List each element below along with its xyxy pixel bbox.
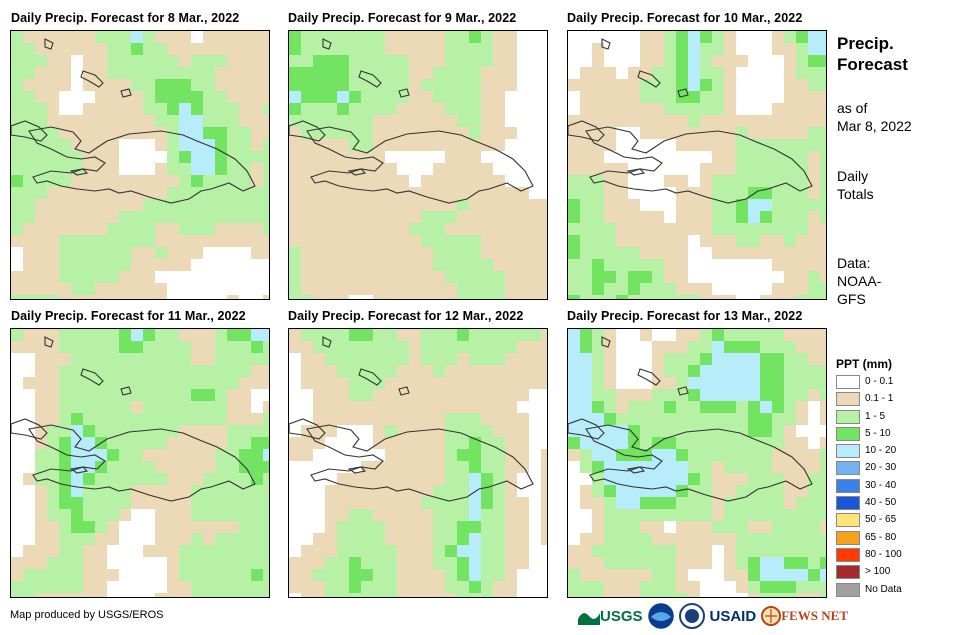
island-outline bbox=[601, 336, 611, 348]
legend-label: 5 - 10 bbox=[865, 427, 891, 439]
panel-title-6: Daily Precip. Forecast for 13 Mar., 2022 bbox=[567, 309, 803, 323]
island-outline bbox=[637, 368, 661, 386]
forecast-map-2 bbox=[288, 30, 548, 300]
dos-seal-icon bbox=[678, 603, 705, 629]
usgs-wave-icon bbox=[578, 613, 600, 625]
island-outline bbox=[358, 70, 382, 88]
island-outline bbox=[626, 466, 646, 474]
legend-swatch bbox=[836, 426, 860, 441]
island-outline bbox=[80, 70, 104, 88]
forecast-map-4 bbox=[10, 328, 270, 598]
precip-raster bbox=[568, 31, 826, 299]
legend-label: 0 - 0.1 bbox=[865, 376, 894, 387]
precip-raster bbox=[11, 31, 269, 299]
legend-swatch bbox=[836, 461, 860, 476]
usgs-logo: USGS bbox=[578, 607, 643, 625]
legend-swatch bbox=[836, 496, 860, 511]
legend-label: 1 - 5 bbox=[865, 410, 886, 422]
island-outline bbox=[80, 368, 104, 386]
legend-swatch bbox=[836, 582, 860, 597]
daily-totals-label: Daily Totals bbox=[837, 168, 874, 202]
panel-title-5: Daily Precip. Forecast for 12 Mar., 2022 bbox=[288, 309, 524, 323]
fewsnet-logo: FEWS NET bbox=[761, 606, 848, 626]
island-outline bbox=[322, 38, 332, 50]
panel-title-1: Daily Precip. Forecast for 8 Mar., 2022 bbox=[11, 11, 240, 25]
legend-swatch bbox=[836, 513, 860, 528]
hispaniola-outline bbox=[28, 126, 256, 204]
legend-label: 40 - 50 bbox=[865, 497, 897, 509]
island-outline bbox=[626, 168, 646, 176]
island-outline bbox=[347, 466, 367, 474]
noaa-logo-icon bbox=[647, 603, 674, 629]
island-outline bbox=[568, 120, 605, 142]
legend-swatch bbox=[836, 444, 860, 459]
legend-swatch bbox=[836, 375, 860, 389]
island-outline bbox=[289, 418, 326, 440]
legend-title: PPT (mm) bbox=[836, 357, 893, 371]
fewsnet-globe-icon bbox=[761, 606, 782, 626]
data-source: Data: NOAA- GFS bbox=[837, 255, 882, 307]
legend-label: 30 - 40 bbox=[865, 479, 897, 491]
forecast-map-3 bbox=[567, 30, 827, 300]
island-outline bbox=[69, 168, 89, 176]
legend-label: 50 - 65 bbox=[865, 514, 897, 526]
panel-title-3: Daily Precip. Forecast for 10 Mar., 2022 bbox=[567, 11, 803, 25]
legend-label: 10 - 20 bbox=[865, 445, 897, 457]
forecast-map-1 bbox=[10, 30, 270, 300]
legend-swatch bbox=[836, 530, 860, 545]
as-of-date: as of Mar 8, 2022 bbox=[837, 100, 912, 134]
legend-label: > 100 bbox=[865, 566, 891, 578]
island-outline bbox=[44, 336, 54, 348]
legend-label: 0.1 - 1 bbox=[865, 393, 894, 405]
precip-raster bbox=[568, 329, 826, 597]
island-outline bbox=[358, 368, 382, 386]
island-outline bbox=[289, 120, 326, 142]
island-outline bbox=[677, 386, 689, 396]
legend-label: No Data bbox=[865, 583, 902, 595]
island-outline bbox=[398, 386, 410, 396]
panel-title-4: Daily Precip. Forecast for 11 Mar., 2022 bbox=[11, 309, 246, 323]
forecast-map-5 bbox=[288, 328, 548, 598]
island-outline bbox=[601, 38, 611, 50]
map-credit: Map produced by USGS/EROS bbox=[10, 609, 164, 621]
island-outline bbox=[69, 466, 89, 474]
legend-label: 65 - 80 bbox=[865, 531, 897, 543]
legend-label: 80 - 100 bbox=[865, 548, 902, 560]
sidebar-title: Precip. Forecast bbox=[837, 34, 908, 74]
hispaniola-outline bbox=[306, 424, 534, 502]
legend-swatch bbox=[836, 392, 860, 407]
island-outline bbox=[11, 418, 48, 440]
island-outline bbox=[322, 336, 332, 348]
legend-swatch bbox=[836, 409, 860, 424]
island-outline bbox=[347, 168, 367, 176]
island-outline bbox=[637, 70, 661, 88]
island-outline bbox=[398, 88, 410, 98]
legend-swatch bbox=[836, 547, 860, 562]
hispaniola-outline bbox=[585, 424, 813, 502]
precip-raster bbox=[11, 329, 269, 597]
agency-logos: USGS USAID FEWS NET bbox=[578, 603, 848, 629]
precip-raster bbox=[289, 31, 547, 299]
legend-label: 20 - 30 bbox=[865, 462, 897, 474]
island-outline bbox=[677, 88, 689, 98]
precip-raster bbox=[289, 329, 547, 597]
forecast-map-6 bbox=[567, 328, 827, 598]
island-outline bbox=[11, 120, 48, 142]
panel-title-2: Daily Precip. Forecast for 9 Mar., 2022 bbox=[288, 11, 517, 25]
island-outline bbox=[120, 386, 132, 396]
hispaniola-outline bbox=[585, 126, 813, 204]
legend-swatch bbox=[836, 478, 860, 493]
island-outline bbox=[568, 418, 605, 440]
island-outline bbox=[120, 88, 132, 98]
island-outline bbox=[44, 38, 54, 50]
hispaniola-outline bbox=[28, 424, 256, 502]
hispaniola-outline bbox=[306, 126, 534, 204]
legend-swatch bbox=[836, 565, 860, 580]
usaid-logo: USAID bbox=[709, 607, 757, 625]
